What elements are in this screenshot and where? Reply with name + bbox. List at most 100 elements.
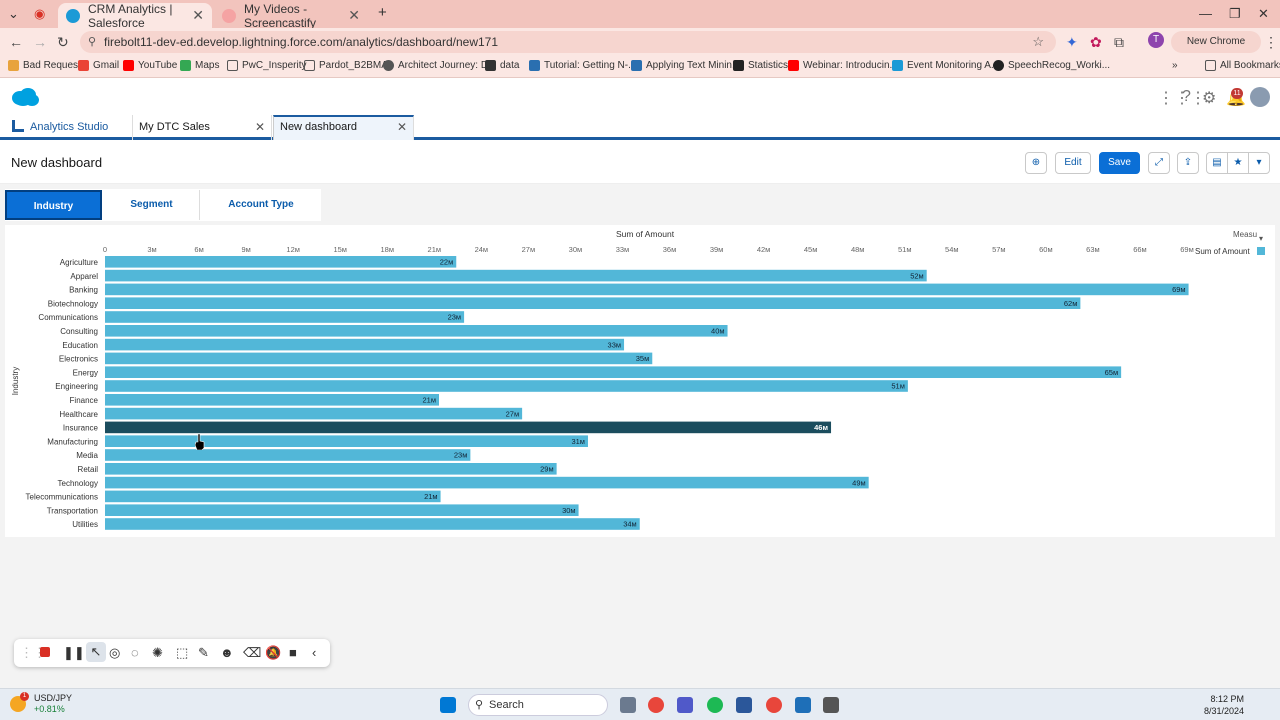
tab-search-icon[interactable]: ⌄ [8,6,19,21]
data-label: 65м [1105,368,1119,377]
bookmark-item[interactable]: Statistics [733,60,788,71]
bookmark-item[interactable]: Bad Request [8,60,81,71]
user-avatar[interactable] [1250,87,1270,107]
collapse-icon[interactable]: ‹ [312,645,317,660]
browser-tab-screencastify[interactable]: My Videos - Screencastify ✕ [214,2,368,30]
bookmark-item[interactable]: Event Monitoring A... [892,60,999,71]
new-chrome-available-button[interactable]: New Chrome available [1171,31,1261,69]
category-label: Biotechnology [48,299,98,308]
tab-my-dtc-sales[interactable]: My DTC Sales ✕ [133,115,272,140]
minimize-icon[interactable]: — [1199,6,1212,21]
notepad-icon[interactable] [795,697,811,713]
print-icon[interactable]: ▤ [1206,152,1228,174]
bar [105,352,653,365]
stock-widget[interactable]: 1 USD/JPY +0.81% [10,692,72,715]
setup-gear-icon[interactable]: ⚙ [1202,90,1217,107]
fullscreen-icon[interactable]: ⤢ [1148,152,1170,174]
click-highlight-icon[interactable]: ✺ [152,645,163,660]
save-button[interactable]: Save [1099,152,1140,174]
maximize-icon[interactable]: ❐ [1229,6,1241,21]
drag-handle-icon[interactable]: ⋮⋮ [20,645,46,660]
word-icon[interactable] [736,697,752,713]
address-bar[interactable]: ⚲ firebolt11-dev-ed.develop.lightning.fo… [80,31,1056,53]
x-tick-label: 45м [804,245,818,254]
more-menu-icon[interactable]: ⋮ [1264,34,1278,50]
bookmark-item[interactable]: YouTube [123,60,177,71]
windows-start-icon[interactable] [440,697,456,713]
extension-icon[interactable]: ✿ [1090,34,1102,50]
cursor-tool-icon[interactable]: ↖ [86,642,106,662]
help-icon[interactable]: ? [1182,88,1191,105]
profile-avatar[interactable]: T [1148,32,1164,48]
chrome-profile-icon[interactable] [766,697,782,713]
bookmark-item[interactable]: Architect Journey: D... [383,60,496,71]
bar-chart: Sum of Amount Industry 0 3м 6м 9м 12м 15м 18м 21м… [11,229,1265,530]
tab-new-dashboard[interactable]: New dashboard ✕ [273,115,414,140]
toggle-industry[interactable]: Industry [5,190,102,220]
bookmark-item[interactable]: Pardot_B2BMA [304,60,388,71]
region-select-icon[interactable]: ⬚ [176,645,189,660]
bookmark-item[interactable]: data [485,60,519,71]
bookmark-star-icon[interactable]: ☆ [1032,34,1044,49]
all-bookmarks[interactable]: All Bookmarks [1205,60,1280,71]
site-info-icon[interactable]: ⚲ [88,36,97,48]
legend-entry: Sum of Amount [1195,247,1250,256]
favorite-star-icon[interactable]: ★ [1227,152,1249,174]
zoom-icon[interactable]: ◌ [131,645,139,660]
record-icon[interactable]: ◉ [34,6,46,21]
share-icon[interactable]: ⊕ [1025,152,1047,174]
app-icon[interactable] [823,697,839,713]
toggle-account-type[interactable]: Account Type [228,199,294,210]
bookmarks-overflow-icon[interactable]: » [1172,60,1178,71]
chart-widget: Sum of Amount Industry 0 3м 6м 9м 12м 15м 18м 21м… [5,225,1275,537]
browser-tab-crm-analytics[interactable]: CRM Analytics | Salesforce ✕ [58,2,212,30]
bookmark-item[interactable]: PwC_Insperity [227,60,306,71]
toggle-segment[interactable]: Segment [104,190,200,220]
extension-icon[interactable]: ✦ [1066,34,1078,50]
bar [105,435,588,447]
task-view-icon[interactable] [620,697,636,713]
legend-swatch [1257,247,1265,255]
chrome-icon[interactable] [648,697,664,713]
salesforce-logo-icon[interactable] [10,87,40,107]
spotify-icon[interactable] [707,697,723,713]
eraser-icon[interactable]: ⌫ [243,645,262,660]
system-clock[interactable]: 8:12 PM 8/31/2024 [1190,693,1244,717]
close-tab-icon[interactable]: ✕ [348,7,360,23]
bookmark-item[interactable]: Webinar: Introducin... [788,60,898,71]
extensions-puzzle-icon[interactable]: ⧉ [1114,34,1124,50]
sticker-icon[interactable]: ☻ [220,645,234,660]
bookmark-item[interactable]: SpeechRecog_Worki... [993,60,1110,71]
bookmark-item[interactable]: Maps [180,60,219,71]
tab-analytics-studio[interactable]: Analytics Studio [0,115,133,140]
bar [105,256,457,268]
taskbar-search[interactable]: ⚲ Search [468,694,608,716]
pen-icon[interactable]: ✎ [198,645,209,660]
close-tab-icon[interactable]: ✕ [396,120,407,134]
app-launcher-icon[interactable]: ⋮⋮⋮ [1158,90,1206,107]
close-window-icon[interactable]: ✕ [1258,6,1269,21]
teams-icon[interactable] [677,697,693,713]
data-label: 34м [623,520,637,529]
x-tick-label: 42м [757,245,771,254]
reload-icon[interactable]: ↻ [57,34,69,50]
edit-button[interactable]: Edit [1055,152,1091,174]
close-tab-icon[interactable]: ✕ [254,120,265,134]
data-label: 27м [506,409,520,418]
close-tab-icon[interactable]: ✕ [192,7,204,23]
mute-icon[interactable]: 🔕 [265,645,282,660]
bookmark-item[interactable]: Tutorial: Getting N-... [529,60,636,71]
bookmark-item[interactable]: Gmail [78,60,119,71]
recording-toolbar: ⋮⋮ ❚❚ ↖ ◎ ◌ ✺ ⬚ ✎ ☻ ⌫ 🔕 ■ ‹ [14,639,330,667]
forward-icon[interactable]: → [33,34,47,50]
export-icon[interactable]: ⇪ [1177,152,1199,174]
bookmark-item[interactable]: Applying Text Minin... [631,60,740,71]
chevron-down-icon[interactable]: ▾ [1248,152,1270,174]
camera-icon[interactable]: ■ [289,645,297,660]
spotlight-icon[interactable]: ◎ [109,645,121,660]
bar [105,269,927,282]
stop-recording-icon[interactable] [40,647,50,657]
new-tab-icon[interactable]: + [378,4,387,21]
back-icon[interactable]: ← [9,34,23,50]
pause-icon[interactable]: ❚❚ [63,645,85,660]
